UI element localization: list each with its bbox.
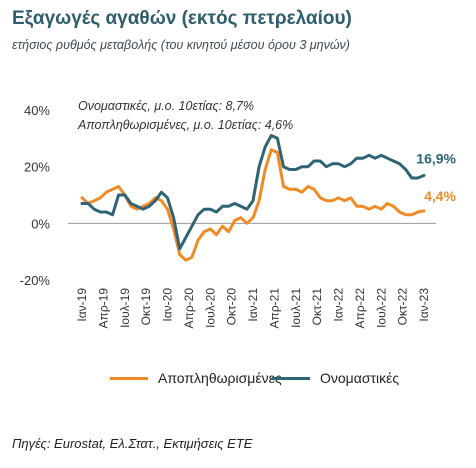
legend-item-real: Αποπληθωρισμένες	[110, 370, 282, 386]
x-tick-label: Ιουλ-22	[374, 288, 388, 328]
x-tick-label: Ιαν-20	[161, 288, 175, 322]
legend-item-nominal: Ονομαστικές	[272, 370, 399, 386]
legend-swatch-nominal	[272, 376, 310, 380]
x-tick-label: Ιουλ-21	[289, 288, 303, 328]
x-tick-label: Οκτ-22	[396, 288, 410, 326]
x-tick-label: Απρ-20	[182, 288, 196, 329]
x-tick-label: Οκτ-20	[225, 288, 239, 326]
annotation-2: Αποπληθωρισμένες, μ.ο. 10ετίας: 4,6%	[77, 118, 293, 132]
x-tick-label: Ιουλ-20	[203, 288, 217, 328]
x-tick-label: Ιαν-21	[246, 288, 260, 322]
source-note: Πηγές: Eurostat, Ελ.Στατ., Εκτιμήσεις ΕΤ…	[12, 436, 253, 451]
end-label-nominal: 16,9%	[416, 150, 456, 166]
x-tick-label: Οκτ-19	[139, 288, 153, 326]
x-tick-label: Απρ-22	[353, 288, 367, 329]
legend-label-real: Αποπληθωρισμένες	[158, 370, 282, 386]
y-tick-label: 40%	[24, 103, 50, 118]
chart-title: Εξαγωγές αγαθών (εκτός πετρελαίου)	[12, 8, 352, 29]
end-label-real: 4,4%	[424, 188, 456, 204]
y-tick-label: 0%	[31, 216, 50, 231]
x-tick-label: Οκτ-21	[310, 288, 324, 326]
annotation-1: Ονομαστικές, μ.ο. 10ετίας: 8,7%	[78, 99, 254, 113]
x-tick-label: Ιαν-23	[417, 288, 431, 322]
x-tick-label: Απρ-19	[96, 288, 110, 329]
series-line-nominal	[80, 134, 426, 251]
legend-swatch-real	[110, 376, 148, 380]
x-tick-label: Ιαν-22	[332, 288, 346, 322]
chart-subtitle: ετήσιος ρυθμός μεταβολής (του κινητού μέ…	[12, 38, 350, 52]
x-tick-label: Ιαν-19	[75, 288, 89, 322]
x-tick-label: Απρ-21	[267, 288, 281, 329]
y-tick-label: -20%	[20, 273, 51, 288]
y-tick-label: 20%	[24, 160, 50, 175]
legend-label-nominal: Ονομαστικές	[320, 370, 400, 386]
x-tick-label: Ιουλ-19	[118, 288, 132, 328]
